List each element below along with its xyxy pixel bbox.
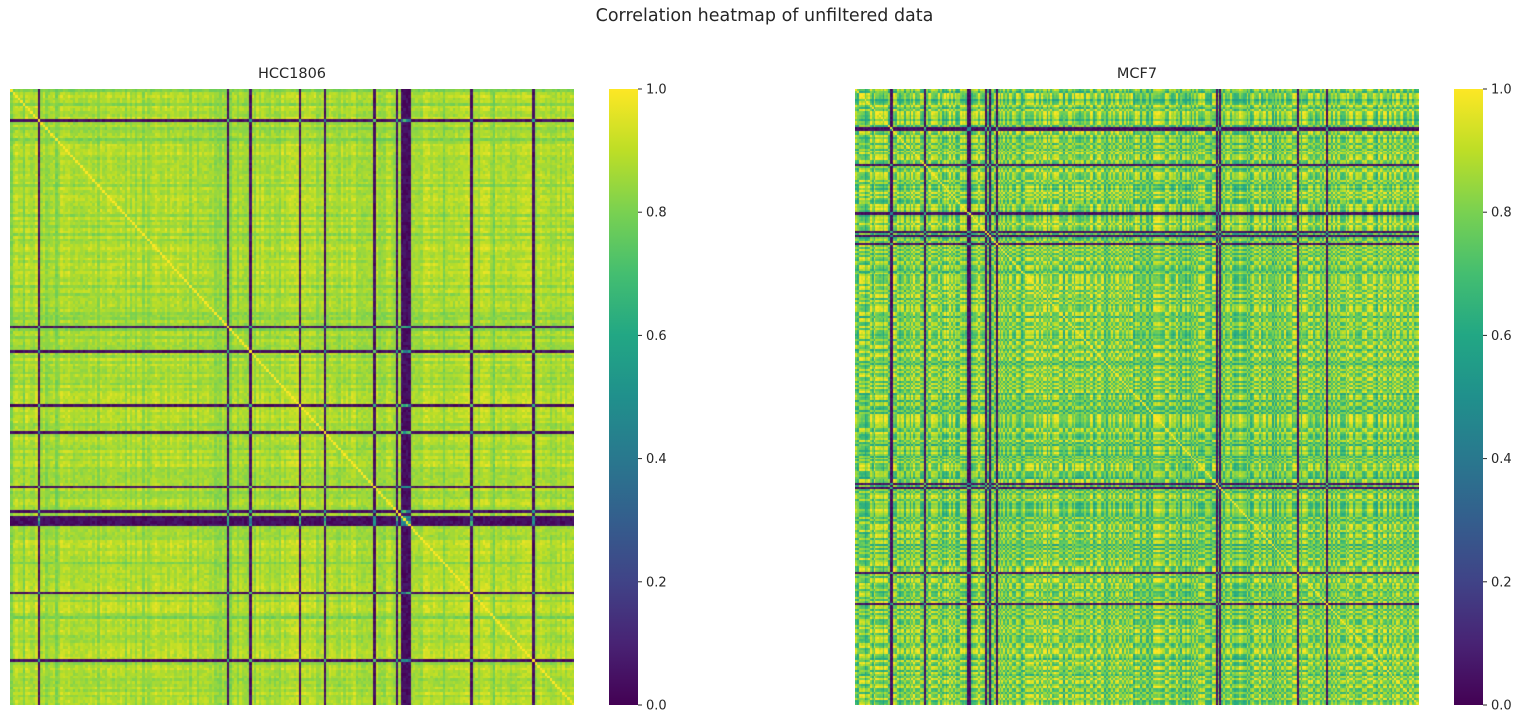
heatmap-title-mcf7: MCF7 [1116,66,1158,82]
colorbar-tick-label: 0.8 [646,206,667,221]
colorbar-tick-label: 0.2 [1491,575,1512,590]
heatmap-title-hcc1806: HCC1806 [257,66,327,82]
colorbar-gradient [609,89,638,705]
colorbar-tick-label: 0.0 [1491,699,1512,714]
colorbar-tick-label: 0.6 [646,329,667,344]
colorbar-tick-label: 0.0 [646,699,667,714]
colorbar-tick-label: 1.0 [646,83,667,98]
colorbar-tick-label: 0.6 [1491,329,1512,344]
colorbar-gradient [1454,89,1483,705]
colorbar-mcf7: 0.0 0.2 0.4 0.6 0.8 1.0 [1454,83,1512,714]
colorbar-tick-label: 0.2 [646,575,667,590]
heatmap-mcf7 [855,89,1419,705]
colorbar-tick-label: 1.0 [1491,83,1512,98]
colorbar-hcc1806: 0.0 0.2 0.4 0.6 0.8 1.0 [609,83,667,714]
heatmap-hcc1806 [10,89,574,705]
colorbar-tick-label: 0.8 [1491,206,1512,221]
colorbar-tick-label: 0.4 [1491,452,1512,467]
colorbar-tick-label: 0.4 [646,452,667,467]
figure-title: Correlation heatmap of unfiltered data [595,6,934,26]
